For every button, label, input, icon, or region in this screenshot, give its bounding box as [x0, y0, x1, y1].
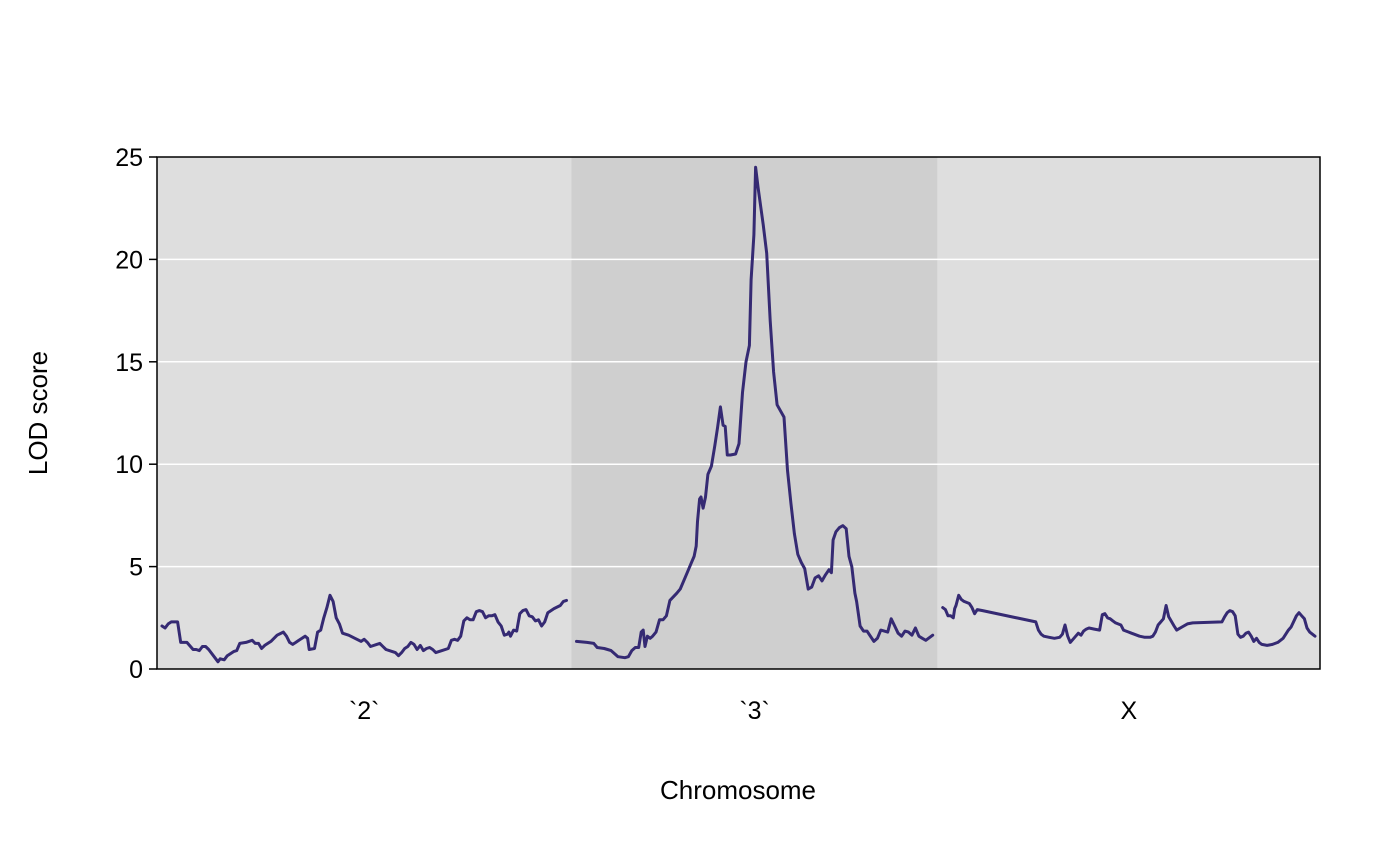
chromosome-panel-0 [157, 157, 572, 669]
y-gridlines [157, 258, 1320, 568]
y-tick-label-4: 20 [115, 246, 143, 274]
y-tick-label-1: 5 [129, 554, 143, 582]
chromosome-panel-2 [937, 157, 1320, 669]
chromosome-panels [157, 157, 1320, 669]
y-tick-label-3: 15 [115, 349, 143, 377]
x-tick-label-0: `2` [349, 697, 380, 725]
lod-line-2 [941, 593, 1317, 647]
lod-line-1 [575, 165, 935, 660]
x-axis-ticks: `2` `3` X [349, 697, 1138, 725]
y-tick-label-0: 0 [129, 656, 143, 684]
x-tick-label-1: `3` [739, 697, 770, 725]
y-tick-label-5: 25 [115, 144, 143, 172]
x-tick-label-2: X [1121, 697, 1138, 725]
y-tick-label-2: 10 [115, 451, 143, 479]
plot-frame [156, 156, 1321, 670]
x-axis-title: Chromosome [660, 775, 816, 805]
y-axis-title: LOD score [23, 351, 53, 475]
y-axis-ticks: 0 5 10 15 20 25 [115, 144, 157, 684]
lod-line-0 [160, 593, 568, 664]
lod-lines [160, 165, 1317, 664]
